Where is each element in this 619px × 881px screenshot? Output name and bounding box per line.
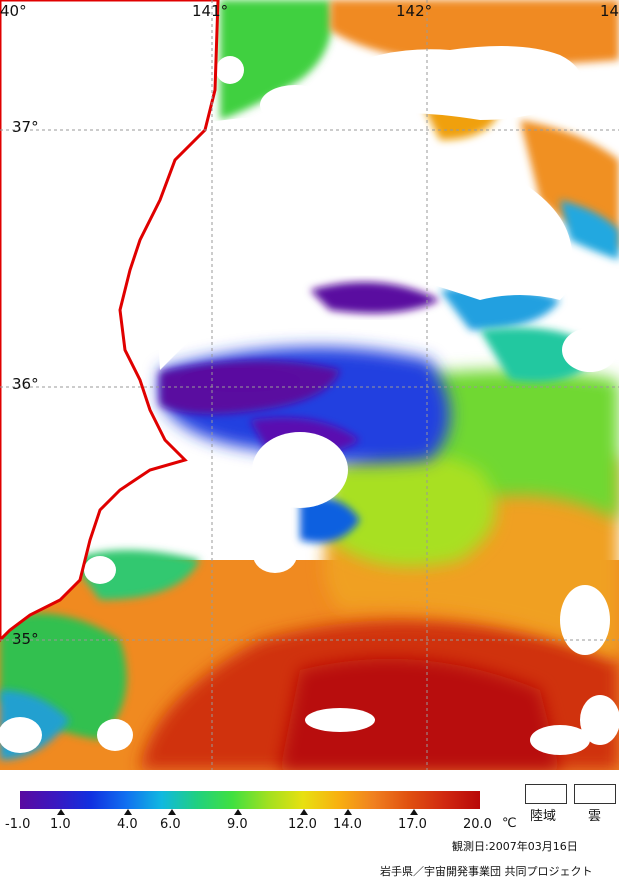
colorbar-tick: 6.0 xyxy=(160,817,181,832)
colorbar-tick: 14.0 xyxy=(333,817,362,832)
observation-date: 観測日:2007年03月16日 xyxy=(452,840,578,853)
sst-map xyxy=(0,0,619,770)
land xyxy=(0,0,220,643)
colorbar-tick-marks xyxy=(57,809,418,815)
graticule xyxy=(0,0,619,770)
colorbar-tick: 17.0 xyxy=(398,817,427,832)
lon-label-142: 142° xyxy=(396,2,433,20)
temperature-colorbar xyxy=(20,791,480,809)
colorbar-tick: -1.0 xyxy=(5,817,31,832)
lat-label-36: 36° xyxy=(12,375,39,393)
lon-label-141: 141° xyxy=(192,2,229,20)
lon-label-143: 14 xyxy=(600,2,619,20)
cloud-mask xyxy=(0,46,619,755)
colorbar-tick: 4.0 xyxy=(117,817,138,832)
cloud-legend-swatch xyxy=(574,784,616,804)
colorbar-tick: 12.0 xyxy=(288,817,317,832)
lon-label-140: 40° xyxy=(0,2,27,20)
land-legend-label: 陸域 xyxy=(530,809,557,824)
cloud-legend-label: 雲 xyxy=(588,809,602,824)
project-credit: 岩手県／宇宙開発事業団 共同プロジェクト xyxy=(380,865,593,878)
temperature-unit: ℃ xyxy=(502,816,517,831)
lat-label-35: 35° xyxy=(12,630,39,648)
colorbar-tick: 9.0 xyxy=(227,817,248,832)
sst-field xyxy=(0,0,619,770)
land-legend-swatch xyxy=(525,784,567,804)
colorbar-tick: 20.0 xyxy=(463,817,492,832)
colorbar-tick: 1.0 xyxy=(50,817,71,832)
lat-label-37: 37° xyxy=(12,118,39,136)
